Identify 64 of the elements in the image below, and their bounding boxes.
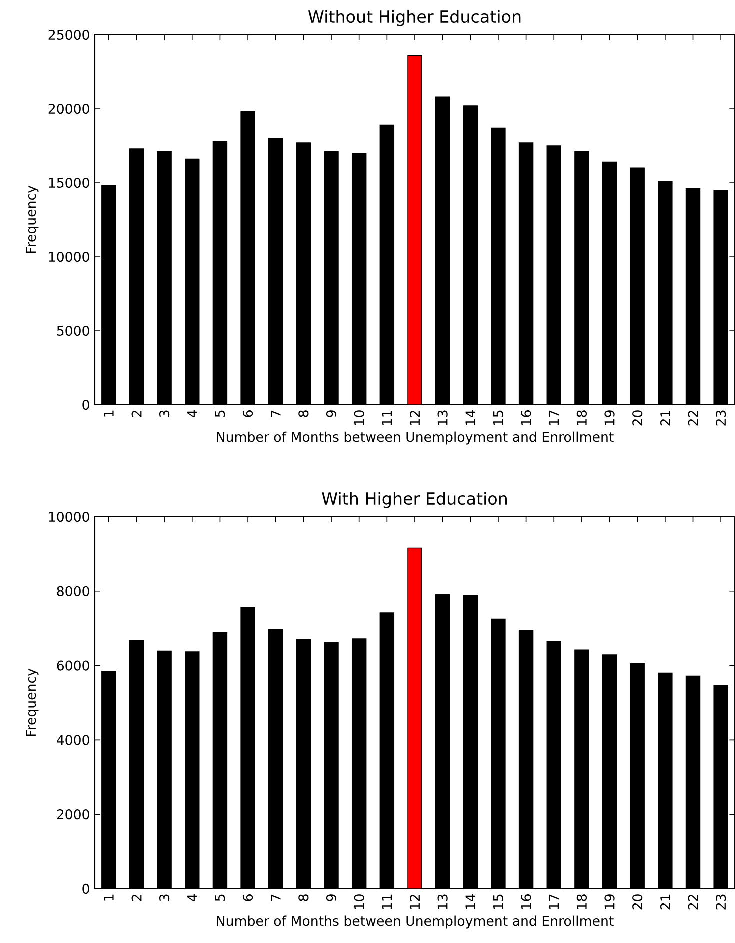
x-tick-label: 10 xyxy=(354,410,364,426)
y-tick-label: 5000 xyxy=(57,326,90,336)
x-tick-label: 23 xyxy=(716,410,726,426)
y-tick-label: 0 xyxy=(82,400,90,410)
x-tick-label: 21 xyxy=(660,410,670,426)
x-tick-label: 4 xyxy=(188,894,198,902)
y-tick-label: 8000 xyxy=(57,586,90,596)
x-tick-label: 21 xyxy=(660,894,670,910)
x-axis-title: Number of Months between Unemployment and Enrollment xyxy=(217,916,614,929)
x-tick-label: 17 xyxy=(549,894,559,910)
x-axis-title: Number of Months between Unemployment and Enrollment xyxy=(217,432,614,445)
x-tick-label: 5 xyxy=(215,410,226,418)
x-tick-label: 11 xyxy=(382,894,392,910)
x-tick-label: 13 xyxy=(438,410,448,426)
x-tick-label: 15 xyxy=(494,894,504,910)
x-tick-label: 6 xyxy=(242,410,254,418)
y-tick-label: 20000 xyxy=(48,104,90,114)
x-tick-label: 19 xyxy=(604,410,615,426)
x-tick-label: 5 xyxy=(215,894,226,902)
x-tick-label: 15 xyxy=(494,410,504,426)
x-tick-label: 22 xyxy=(688,411,698,426)
x-tick-label: 12 xyxy=(410,411,420,426)
x-tick-label: 7 xyxy=(271,410,281,418)
y-tick-label: 6000 xyxy=(57,660,90,671)
x-tick-label: 11 xyxy=(382,410,392,426)
y-axis-title: Frequency xyxy=(26,668,39,736)
x-tick-label: 4 xyxy=(188,410,198,418)
x-tick-label: 3 xyxy=(160,410,170,418)
x-tick-label: 22 xyxy=(688,895,698,910)
x-tick-label: 2 xyxy=(132,895,142,902)
y-tick-label: 15000 xyxy=(49,178,90,188)
y-tick-label: 2000 xyxy=(57,810,90,820)
x-tick-label: 1 xyxy=(104,894,114,901)
y-tick-label: 10000 xyxy=(49,252,90,262)
x-tick-label: 23 xyxy=(716,894,726,910)
x-tick-label: 18 xyxy=(576,410,587,426)
y-tick-label: 4000 xyxy=(57,735,90,746)
y-axis-title: Frequency xyxy=(26,186,39,254)
chart-title: With Higher Education xyxy=(322,492,507,508)
x-tick-label: 8 xyxy=(298,410,309,418)
x-tick-label: 19 xyxy=(604,894,615,910)
x-tick-label: 16 xyxy=(521,894,532,910)
x-tick-label: 7 xyxy=(271,894,281,902)
x-tick-label: 17 xyxy=(549,410,559,426)
x-tick-label: 10 xyxy=(354,894,364,910)
x-tick-label: 12 xyxy=(410,895,420,910)
x-tick-label: 18 xyxy=(576,894,587,910)
x-tick-label: 16 xyxy=(521,410,532,426)
x-tick-label: 13 xyxy=(438,894,448,910)
x-tick-label: 1 xyxy=(104,410,114,417)
chart-title: Without Higher Education xyxy=(308,10,521,26)
y-tick-label: 0 xyxy=(82,884,90,894)
x-tick-label: 9 xyxy=(326,410,337,418)
x-tick-label: 6 xyxy=(242,894,254,902)
x-tick-label: 8 xyxy=(298,894,309,902)
x-tick-label: 9 xyxy=(326,894,337,902)
x-tick-label: 3 xyxy=(160,894,170,902)
x-tick-label: 14 xyxy=(466,410,476,426)
x-tick-label: 2 xyxy=(132,411,142,418)
y-tick-label: 25000 xyxy=(48,30,90,40)
y-tick-label: 10000 xyxy=(49,512,90,522)
x-tick-label: 20 xyxy=(632,410,643,426)
x-tick-label: 14 xyxy=(466,894,476,910)
x-tick-label: 20 xyxy=(632,894,643,910)
